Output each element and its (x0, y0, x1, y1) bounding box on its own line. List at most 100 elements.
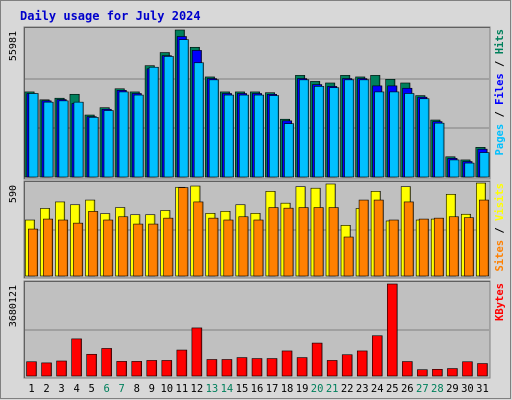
x-label-day-1: 1 (28, 383, 34, 395)
bar-kbytes-day-8 (131, 361, 142, 377)
bar-shade (140, 361, 142, 376)
bar-pages-day-12 (193, 62, 204, 178)
chart-title: Daily usage for July 2024 (20, 9, 201, 23)
bar-pages-day-22 (344, 79, 355, 178)
bar-shade (110, 348, 112, 376)
bar-shade (202, 62, 204, 177)
legend-files: Files (494, 73, 506, 105)
bar-kbytes-day-20 (311, 342, 323, 377)
bar-shade (486, 363, 488, 376)
bar-shade (126, 216, 128, 276)
bar-shade (426, 369, 428, 376)
bar-sites-day-2 (43, 218, 54, 277)
bar-shade (156, 224, 158, 276)
bar-sites-day-26 (403, 201, 414, 277)
bar-kbytes-day-14 (221, 359, 233, 377)
bar-shade (82, 102, 84, 177)
bar-shade (260, 358, 262, 376)
x-label-day-29: 29 (446, 383, 459, 395)
bar-shade (142, 95, 144, 177)
bar-shade (427, 219, 429, 276)
bar-sites-day-1 (28, 228, 38, 277)
bar-shade (51, 219, 53, 276)
x-label-day-20: 20 (311, 383, 324, 395)
bar-shade (66, 220, 68, 276)
bar-shade (215, 359, 217, 376)
bar-shade (307, 79, 309, 177)
legend-separator: / (494, 221, 506, 240)
bar-sites-day-15 (238, 216, 249, 277)
bar-kbytes-day-1 (26, 361, 37, 377)
bar-pages-day-29 (449, 159, 460, 178)
x-axis-day-labels: 1 2 3 4 5 6 7 8 9 10 11 12 13 14 15 16 17 18 19 20 21 22 23 24 2… (28, 383, 488, 395)
bar-shade (171, 218, 173, 276)
bar-kbytes-day-19 (296, 357, 308, 377)
bar-shade (35, 361, 37, 376)
bar-kbytes-day-26 (402, 361, 413, 377)
bar-kbytes-day-25 (387, 283, 398, 377)
bar-sites-day-30 (463, 217, 474, 277)
bar-pages-day-11 (178, 39, 189, 178)
bar-shade (80, 338, 82, 376)
bar-pages-day-31 (479, 152, 490, 178)
bar-sites-day-16 (253, 219, 264, 277)
bar-sites-day-7 (118, 216, 129, 277)
bar-shade (157, 67, 159, 177)
x-label-day-30: 30 (461, 383, 474, 395)
bar-pages-day-17 (269, 95, 279, 178)
bar-shade (412, 201, 414, 276)
bar-sites-day-18 (283, 207, 294, 277)
panel-bottom-legend: KBytes (494, 283, 506, 321)
bar-kbytes-day-16 (251, 358, 263, 377)
bar-kbytes-day-30 (462, 361, 473, 377)
bar-kbytes-day-22 (341, 354, 353, 377)
x-label-day-15: 15 (236, 383, 249, 395)
bar-shade (52, 102, 54, 177)
x-label-day-5: 5 (88, 383, 94, 395)
bar-shade (350, 354, 353, 376)
bar-shade (292, 123, 294, 177)
bar-pages-day-8 (133, 94, 144, 178)
bar-pages-day-1 (28, 93, 39, 178)
bar-shade (442, 123, 445, 177)
bar-shade (457, 159, 460, 177)
bar-kbytes-day-5 (86, 353, 97, 377)
bar-sites-day-24 (373, 199, 384, 277)
x-label-day-10: 10 (160, 383, 173, 395)
bar-sites-day-31 (479, 199, 489, 277)
bar-shade (472, 217, 474, 276)
bar-shade (216, 218, 219, 276)
bar-shade (170, 360, 172, 376)
bar-shade (381, 335, 383, 376)
x-label-day-9: 9 (149, 383, 155, 395)
bar-sites-day-20 (313, 207, 324, 277)
bar-shade (50, 362, 52, 376)
bar-sites-day-13 (208, 217, 219, 277)
bar-shade (125, 361, 127, 376)
panel-top: 55981 Pages / Files / Hits (8, 26, 506, 180)
x-label-day-4: 4 (73, 383, 79, 395)
bar-kbytes-day-18 (281, 350, 293, 377)
bar-pages-day-5 (88, 117, 99, 178)
bar-kbytes-day-13 (206, 359, 218, 377)
bar-shade (155, 360, 157, 376)
bar-pages-day-26 (404, 93, 415, 178)
panel-top-legend: Pages / Files / Hits (494, 29, 506, 155)
bar-shade (305, 357, 308, 376)
bar-sites-day-14 (223, 219, 234, 277)
bar-kbytes-day-24 (371, 335, 383, 377)
legend-hits: Hits (494, 29, 506, 54)
panel-top-ymax-label: 55981 (8, 31, 19, 61)
bar-sites-day-9 (148, 223, 159, 277)
panel-mid: 590 Sites / Visits (8, 180, 506, 279)
bar-sites-day-27 (418, 218, 429, 277)
bar-kbytes-day-12 (191, 327, 203, 377)
bar-pages-day-13 (208, 79, 219, 178)
bar-shade (487, 152, 490, 177)
bar-sites-day-17 (268, 207, 279, 277)
bar-sites-day-25 (388, 219, 399, 277)
bar-shade (352, 79, 354, 177)
panel-mid-ymax-label: 590 (8, 185, 19, 203)
bar-pages-day-20 (314, 86, 325, 178)
